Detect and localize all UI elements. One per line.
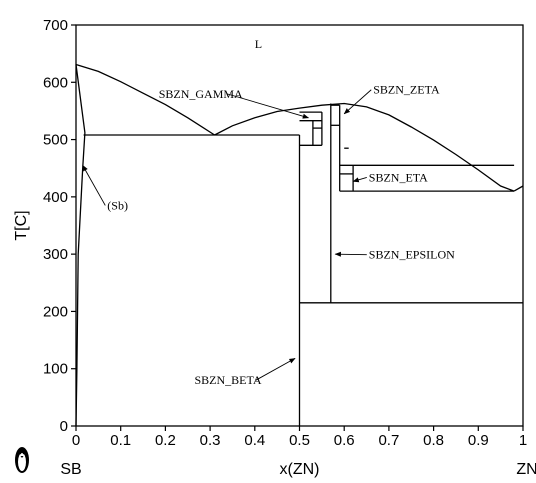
phase-boundary-line [75, 64, 86, 427]
y-tick-label: 0 [60, 418, 68, 435]
y-tick-label: 700 [43, 17, 68, 34]
phase-boundary-line [75, 63, 215, 136]
x-tick-label: 1 [519, 432, 527, 449]
phase-annotation: SBZN_GAMMA [159, 87, 243, 101]
annotation-arrow [226, 93, 310, 119]
phase-annotation: SBZN_EPSILON [369, 248, 455, 262]
annotation-arrow [343, 89, 372, 115]
x-tick-label: 0 [72, 432, 80, 449]
y-tick-label: 300 [43, 246, 68, 263]
y-tick-label: 100 [43, 361, 68, 378]
phase-annotation: SBZN_ETA [369, 170, 428, 184]
y-axis-label: T[C] [13, 210, 30, 240]
x-tick-label: 0.3 [200, 432, 221, 449]
phase-annotation: SBZN_ZETA [373, 83, 440, 97]
x-tick-label: 0.4 [244, 432, 265, 449]
y-tick-label: 200 [43, 303, 68, 320]
phase-annotation: SBZN_BETA [194, 373, 261, 387]
phase-annotation: L [255, 37, 262, 51]
x-end-label-right: ZN [516, 461, 536, 478]
phase-annotation: (Sb) [107, 198, 128, 212]
x-end-label-left: SB [60, 461, 81, 478]
x-tick-label: 0.2 [155, 432, 176, 449]
x-tick-label: 0.1 [110, 432, 131, 449]
x-tick-label: 0.6 [334, 432, 355, 449]
annotation-arrow [82, 164, 106, 206]
y-tick-label: 600 [43, 74, 68, 91]
plot-area: 0 0.1 0.2 0.3 0.4 0.5 0.6 0.7 0.8 0.9 1 0 100 200 300 4… [13, 17, 536, 478]
x-tick-label: 0.9 [468, 432, 489, 449]
annotation-arrow [352, 176, 367, 183]
penguin-logo [15, 447, 29, 473]
x-tick-label: 0.5 [289, 432, 310, 449]
x-axis-label: x(ZN) [280, 461, 320, 478]
phase-boundary-line [513, 185, 524, 192]
y-tick-label: 400 [43, 189, 68, 206]
y-tick-label: 500 [43, 132, 68, 149]
x-tick-label: 0.7 [378, 432, 399, 449]
annotation-arrow [255, 358, 296, 381]
x-tick-label: 0.8 [423, 432, 444, 449]
annotation-arrow [334, 251, 367, 257]
